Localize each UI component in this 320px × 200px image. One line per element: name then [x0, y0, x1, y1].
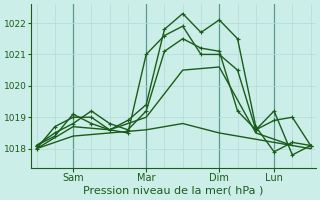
X-axis label: Pression niveau de la mer( hPa ): Pression niveau de la mer( hPa ) [84, 186, 264, 196]
